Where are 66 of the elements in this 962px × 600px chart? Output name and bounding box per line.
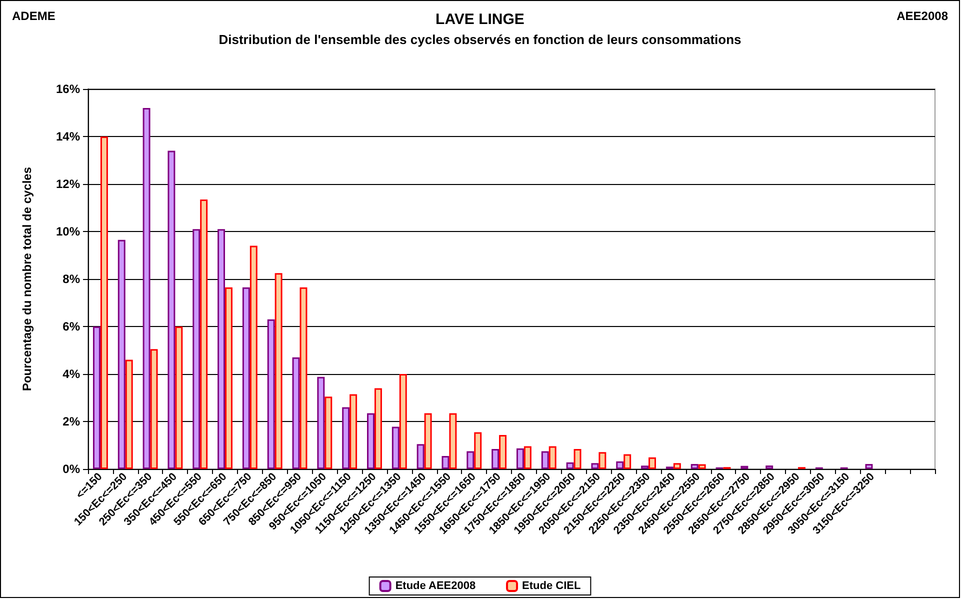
bar <box>492 449 500 469</box>
bar <box>442 456 450 469</box>
bar <box>300 287 308 469</box>
bar <box>142 108 150 469</box>
bar <box>225 287 232 469</box>
bar <box>416 444 424 469</box>
bar <box>92 326 100 469</box>
y-tick-label: 16% <box>56 82 80 96</box>
bar <box>424 413 432 469</box>
bar <box>150 349 158 469</box>
legend-label: Etude CIEL <box>522 580 581 592</box>
bar <box>242 287 250 469</box>
bar <box>218 229 226 469</box>
bar <box>125 360 133 469</box>
text: AEE2008 <box>896 9 948 23</box>
y-tick-label: 4% <box>62 367 80 381</box>
bar <box>574 449 582 469</box>
chart-subtitle: Distribution de l'ensemble des cycles observés en fonction de leurs consommations <box>218 32 742 47</box>
y-tick-label: 2% <box>62 414 80 428</box>
bar <box>566 462 574 469</box>
bar <box>624 454 632 469</box>
bar <box>865 464 873 469</box>
bar <box>466 451 474 469</box>
bar <box>698 464 706 469</box>
bar <box>499 435 507 469</box>
bar <box>175 326 183 469</box>
bar <box>192 229 200 469</box>
bar <box>399 374 407 469</box>
bar <box>350 394 358 469</box>
y-tick-label: 6% <box>62 320 80 334</box>
y-tick-label: 10% <box>56 224 80 238</box>
y-tick-label: 8% <box>62 272 80 286</box>
y-axis-title: Pourcentage du nombre total de cycles <box>20 166 34 392</box>
bar <box>598 452 606 469</box>
bar <box>200 199 208 469</box>
bar <box>524 446 532 469</box>
bar <box>317 376 325 469</box>
y-tick-label: 14% <box>56 130 80 144</box>
bar <box>474 432 482 469</box>
text: ADEME <box>12 9 56 23</box>
y-tick-label: 0% <box>62 462 80 476</box>
bar <box>168 150 176 469</box>
bar <box>342 407 350 469</box>
bar <box>648 457 656 469</box>
bar <box>250 246 258 469</box>
bar <box>324 396 332 469</box>
bar <box>392 426 400 469</box>
chart-title: LAVE LINGE <box>436 11 524 28</box>
bar <box>118 240 126 469</box>
bar <box>267 319 275 469</box>
bar <box>374 388 382 469</box>
bar <box>548 446 556 469</box>
bar <box>100 136 108 469</box>
legend-label: Etude AEE2008 <box>395 580 476 592</box>
bar <box>367 413 374 469</box>
bar <box>690 464 698 469</box>
bar <box>541 451 549 469</box>
bar <box>516 448 524 469</box>
bar <box>274 273 282 469</box>
bar <box>292 357 300 469</box>
bar <box>766 465 774 469</box>
bar <box>616 461 624 469</box>
y-tick-label: 12% <box>56 177 80 191</box>
bar <box>591 463 599 469</box>
bar <box>673 463 681 469</box>
bar <box>449 413 457 469</box>
